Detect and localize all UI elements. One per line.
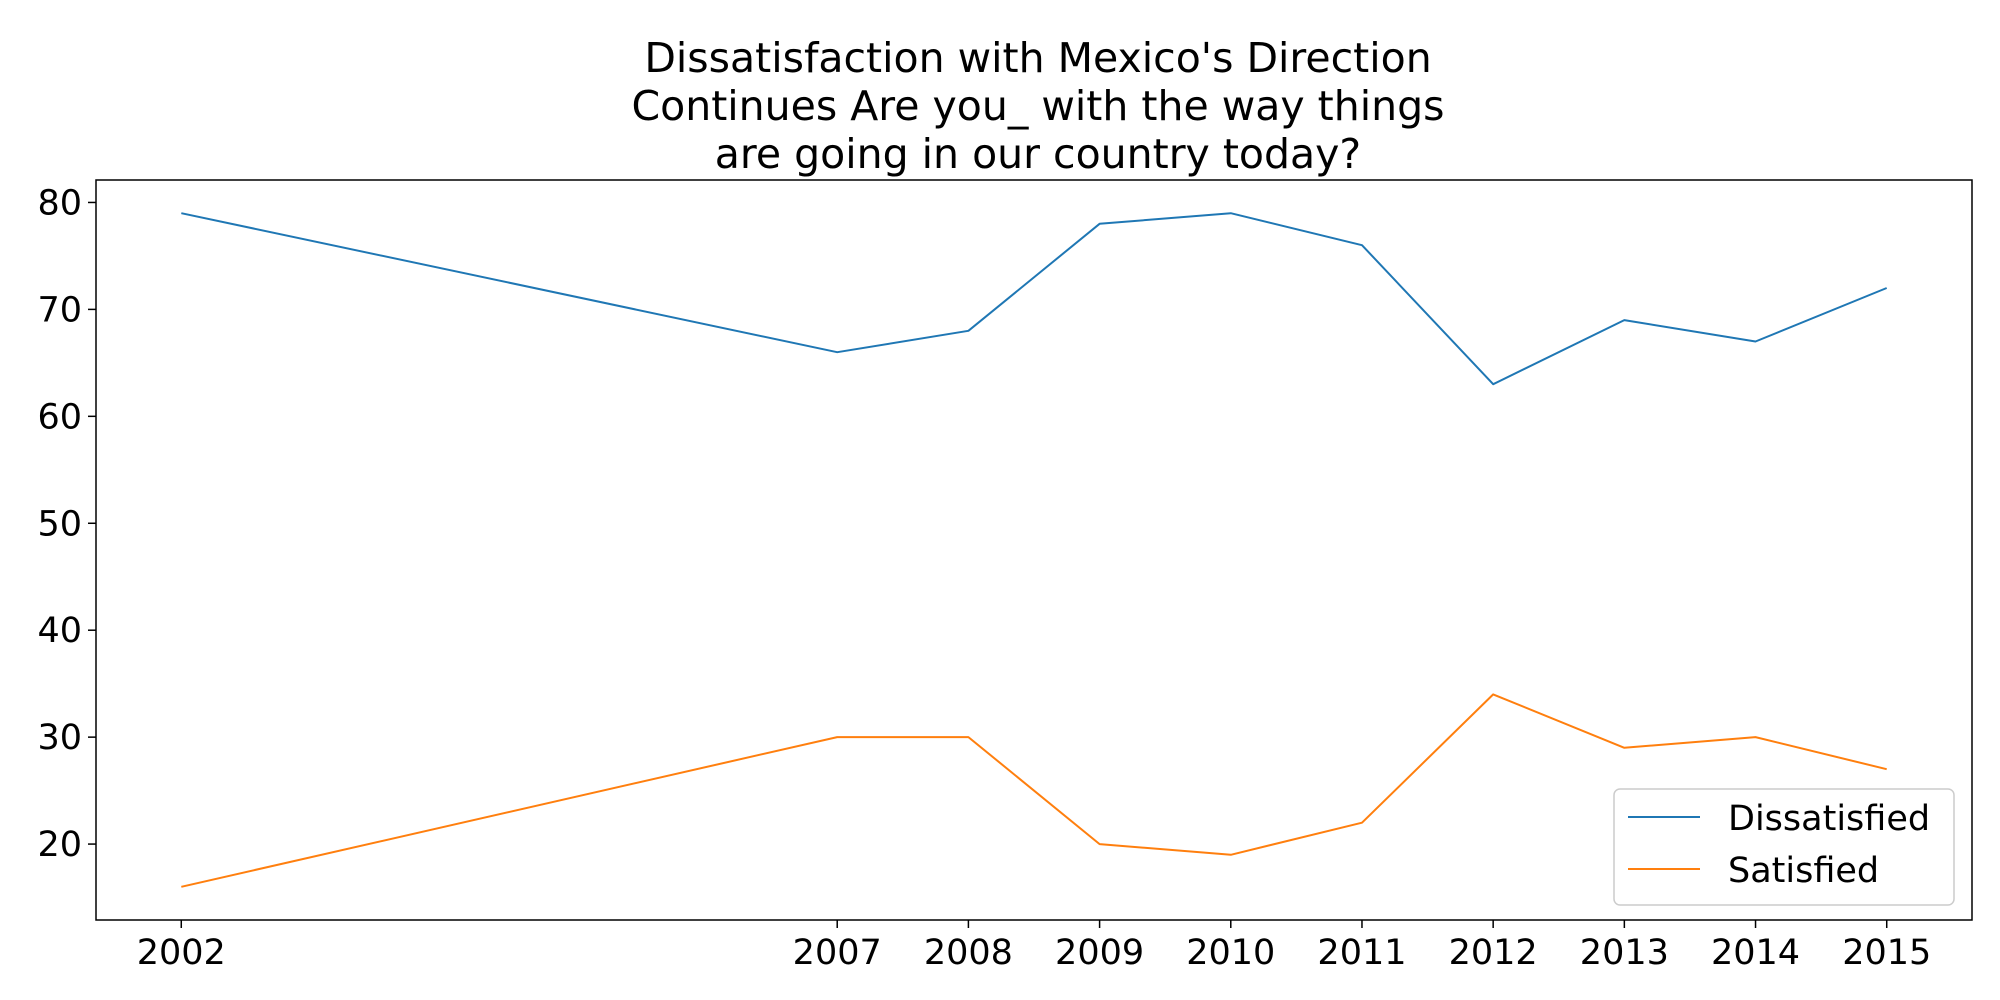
x-tick-label: 2008 xyxy=(924,933,1013,973)
x-tick-label: 2014 xyxy=(1711,933,1800,973)
y-tick-label: 50 xyxy=(37,504,82,544)
chart-title-line-3: are going in our country today? xyxy=(715,130,1361,178)
y-axis: 20 30 40 50 60 70 80 xyxy=(37,183,96,865)
y-tick-label: 80 xyxy=(37,183,82,223)
y-tick-label: 30 xyxy=(37,718,82,758)
y-tick-label: 40 xyxy=(37,611,82,651)
series-line-dissatisfied xyxy=(181,212,1888,386)
x-tick-label: 2012 xyxy=(1449,933,1538,973)
chart-title-line-2: Continues Are you_ with the way things xyxy=(632,82,1445,130)
y-tick-label: 20 xyxy=(37,825,82,865)
chart-title-line-1: Dissatisfaction with Mexico's Direction xyxy=(644,34,1431,82)
chart-title: Dissatisfaction with Mexico's Direction … xyxy=(632,34,1445,178)
series-line-satisfied xyxy=(181,693,1887,888)
x-tick-label: 2009 xyxy=(1055,933,1144,973)
x-axis: 2002 2007 2008 2009 2010 2011 2012 2013 2014 2015 xyxy=(137,920,1931,973)
x-tick-label: 2013 xyxy=(1580,933,1669,973)
y-tick-label: 60 xyxy=(37,397,82,437)
legend-label-dissatisfied: Dissatisfied xyxy=(1728,799,1930,839)
series-layer xyxy=(181,212,1888,888)
x-tick-label: 2015 xyxy=(1842,933,1931,973)
x-tick-label: 2010 xyxy=(1186,933,1275,973)
legend: Dissatisfied Satisfied xyxy=(1613,788,1955,906)
x-tick-label: 2007 xyxy=(793,933,882,973)
y-tick-label: 70 xyxy=(37,290,82,330)
x-tick-label: 2011 xyxy=(1317,933,1406,973)
plot-area-frame xyxy=(95,179,1973,921)
x-tick-label: 2002 xyxy=(137,933,226,973)
legend-label-satisfied: Satisfied xyxy=(1728,851,1879,891)
